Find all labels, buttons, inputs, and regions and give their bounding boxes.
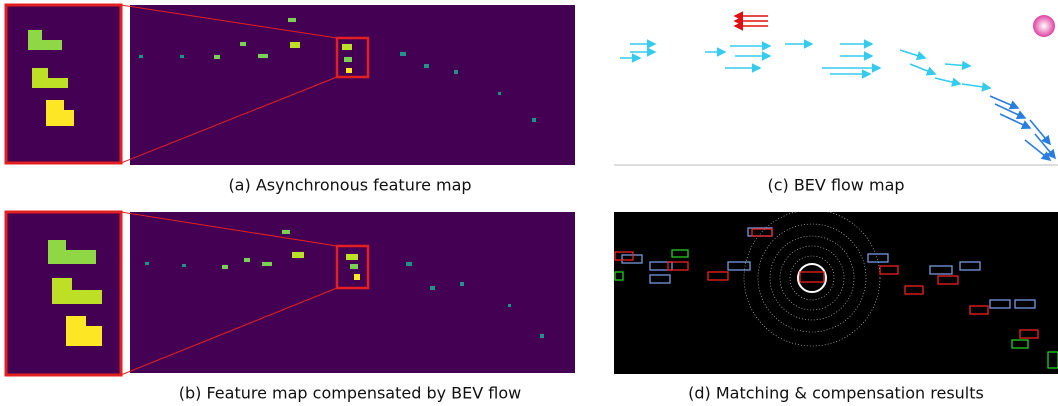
caption: (a) Asynchronous feature map	[228, 176, 471, 195]
panel-d: (d) Matching & compensation results	[614, 210, 1058, 403]
feature-map	[130, 212, 575, 373]
ego-vehicle	[798, 264, 826, 292]
panel-b: (b) Feature map compensated by BEV flow	[6, 212, 575, 403]
caption: (d) Matching & compensation results	[688, 384, 984, 403]
caption: (c) BEV flow map	[767, 176, 904, 195]
feature-map	[130, 5, 575, 165]
flow-map	[614, 2, 1058, 165]
panel-a: (a) Asynchronous feature map	[6, 5, 575, 195]
figure: (a) Asynchronous feature map (b) Feature…	[0, 0, 1058, 406]
panel-c: (c) BEV flow map	[614, 2, 1058, 195]
point-cloud	[614, 212, 1058, 374]
caption: (b) Feature map compensated by BEV flow	[179, 384, 522, 403]
color-wheel	[1033, 15, 1055, 37]
